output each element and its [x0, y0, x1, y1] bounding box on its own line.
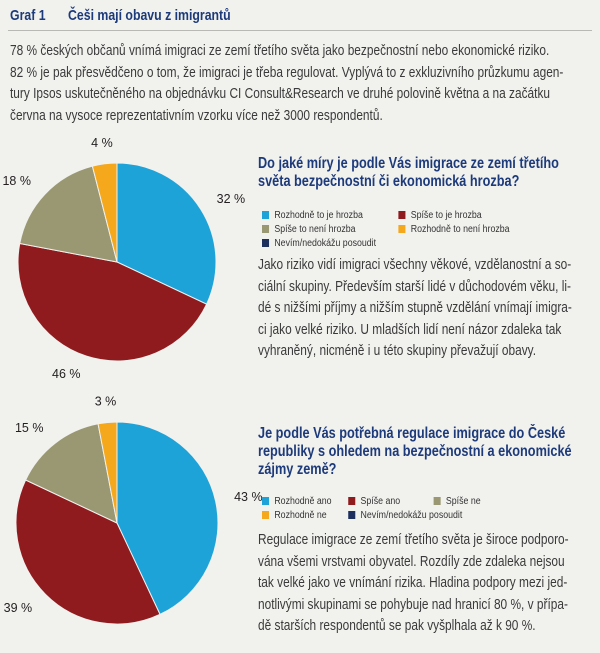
legend-swatch-red — [348, 497, 356, 505]
legend-item: Spíše ne — [433, 496, 481, 507]
commentary-line: vyhraněný, nicméně i u této skupiny přev… — [258, 343, 537, 359]
pie-percent-label: 4 % — [91, 136, 113, 150]
pie-slice — [97, 421, 118, 524]
pie-slice — [91, 162, 118, 263]
legend-swatch-red — [398, 211, 406, 219]
commentary-line: notlivými skupinami se pohybuje nad hran… — [258, 596, 568, 613]
legend-item: Nevím/nedokážu posoudit — [348, 510, 462, 521]
figure-title: Češi mají obavu z imigrantů — [68, 7, 231, 24]
commentary-line: Jako riziko vidí imigraci všechny věkové… — [258, 257, 572, 273]
legend-swatch-orange — [262, 511, 270, 519]
legend-swatch-olive — [433, 497, 441, 505]
question-title-line: Do jaké míry je podle Vás imigrace ze ze… — [258, 155, 559, 172]
legend-swatch-blue — [262, 497, 270, 505]
pie-slice — [116, 162, 217, 305]
commentary-line: ci jako velké riziko. U mladších lidí ne… — [258, 321, 562, 338]
legend-item: Rozhodně ne — [262, 510, 327, 521]
figure-number: Graf 1 — [10, 7, 46, 24]
pie-slice — [116, 421, 219, 616]
legend-item: Nevím/nedokážu posoudit — [262, 238, 376, 249]
pie-slice — [19, 165, 118, 263]
question-title-line: zájmy země? — [258, 461, 337, 478]
figure-header: Graf 1 Češi mají obavu z imigrantů — [0, 0, 600, 34]
legend-item: Rozhodně to je hrozba — [262, 210, 363, 221]
pie-percent-label: 39 % — [4, 601, 33, 615]
pie-slice — [15, 479, 161, 625]
legend-item: Rozhodně to není hrozba — [398, 224, 510, 235]
commentary-line: Regulace imigrace ze zemí třetího světa … — [258, 532, 569, 548]
commentary-line: dě starších respondentů se pak vyšplhala… — [258, 618, 536, 634]
pie-percent-label: 32 % — [217, 192, 246, 206]
pie-chart-threat-svg: 32 % 46 % 18 % 4 % — [2, 136, 246, 381]
pie-percent-label: 15 % — [15, 421, 44, 435]
commentary-line: dé s nižšími příjmy a nižším stupně vzdě… — [258, 300, 572, 316]
question-title-regulation: Je podle Vás potřebná regulace imigrace … — [258, 425, 600, 479]
legend-swatch-orange — [398, 225, 406, 233]
commentary-line: ciální skupiny. Především starší lidé v … — [258, 278, 572, 295]
legend-regulation: Rozhodně ano Spíše ano Spíše ne Rozhodně… — [262, 496, 552, 526]
legend-label: Rozhodně ano — [274, 496, 332, 507]
pie-chart-regulation: 43 % 39 % 15 % 3 % — [0, 395, 263, 650]
pie-percent-label: 46 % — [52, 367, 81, 381]
legend-swatch-navy — [348, 511, 356, 519]
intro-line: tury Ipsos uskutečněného na objednávku C… — [10, 86, 551, 102]
legend-threat: Rozhodně to je hrozba Spíše to je hrozba… — [262, 210, 552, 260]
legend-swatch-olive — [262, 225, 270, 233]
legend-label: Spíše ne — [445, 496, 481, 507]
pie-percent-label: 3 % — [95, 395, 117, 409]
question-title-line: republiky s ohledem na bezpečnostní a ek… — [258, 443, 572, 460]
question-title-threat: Do jaké míry je podle Vás imigrace ze ze… — [258, 155, 600, 191]
legend-label: Nevím/nedokážu posoudit — [360, 510, 463, 521]
legend-item: Spíše ano — [348, 496, 400, 507]
commentary-line: vána všemi vrstvami obyvatel. Rozdíly zd… — [258, 553, 565, 570]
legend-label: Rozhodně to není hrozba — [410, 224, 510, 235]
commentary-line: tak velké jako ve vnímání rizika. Hladin… — [258, 575, 568, 591]
legend-label: Spíše to je hrozba — [410, 210, 482, 221]
legend-item: Spíše to je hrozba — [398, 210, 482, 221]
intro-line: 78 % českých občanů vnímá imigraci ze ze… — [10, 43, 550, 59]
legend-label: Rozhodně to je hrozba — [274, 210, 363, 221]
intro-line: 82 % je pak přesvědčeno o tom, že imigra… — [10, 64, 564, 81]
legend-item: Spíše to není hrozba — [262, 224, 356, 235]
header-divider — [8, 30, 592, 31]
intro-line: června na vysoce reprezentativním vzorku… — [10, 107, 383, 124]
pie-slice — [24, 423, 118, 524]
legend-label: Nevím/nedokážu posoudit — [274, 238, 377, 249]
question-title-line: světa bezpečnostní či ekonomická hrozba? — [258, 173, 520, 190]
pie-percent-label: 18 % — [2, 174, 31, 188]
legend-item: Rozhodně ano — [262, 496, 332, 507]
legend-label: Spíše ano — [360, 496, 401, 507]
pie-slice — [17, 242, 208, 362]
commentary-regulation: Regulace imigrace ze zemí třetího světa … — [258, 530, 594, 638]
commentary-threat: Jako riziko vidí imigraci všechny věkové… — [258, 255, 594, 363]
pie-percent-label: 43 % — [234, 490, 263, 504]
legend-label: Spíše to není hrozba — [274, 224, 356, 235]
intro-paragraph: 78 % českých občanů vnímá imigraci ze ze… — [10, 41, 592, 127]
question-title-line: Je podle Vás potřebná regulace imigrace … — [258, 425, 566, 442]
pie-chart-threat: 32 % 46 % 18 % 4 % — [0, 136, 250, 390]
legend-swatch-navy — [262, 239, 270, 247]
legend-label: Rozhodně ne — [274, 510, 327, 521]
pie-chart-regulation-svg: 43 % 39 % 15 % 3 % — [4, 395, 263, 625]
legend-swatch-blue — [262, 211, 270, 219]
